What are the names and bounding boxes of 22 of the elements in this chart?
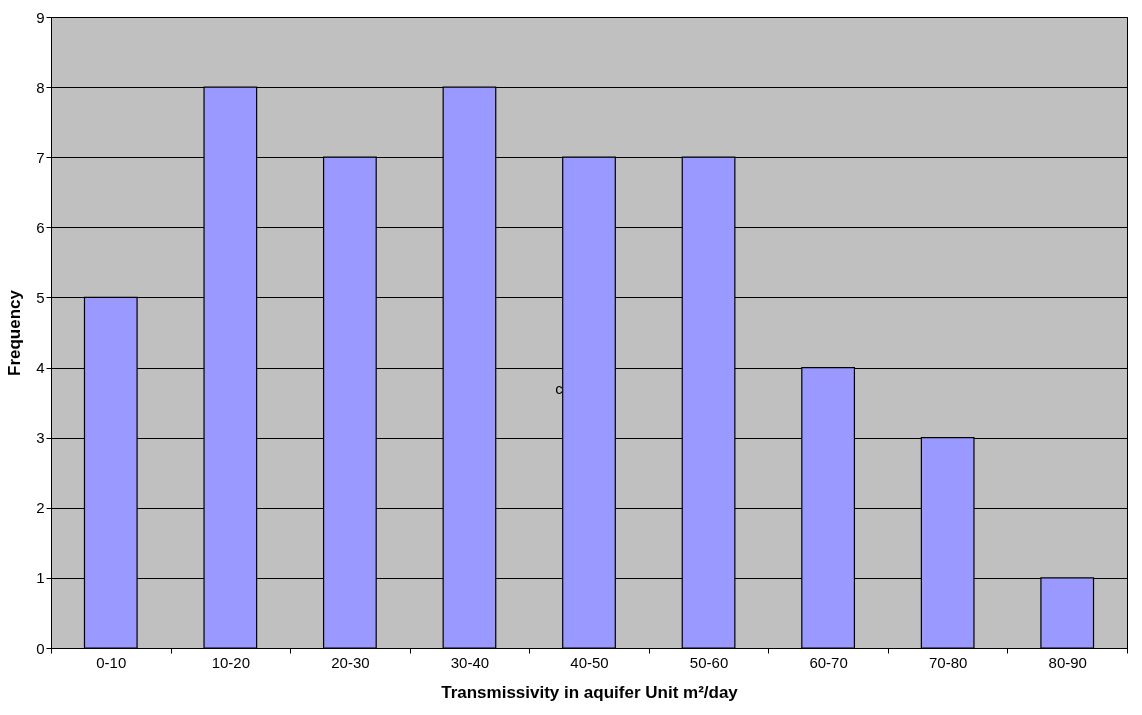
x-tick-label: 20-30 [331, 653, 370, 671]
y-axis-title: Frequency [5, 289, 25, 376]
x-axis-title: Transmissivity in aquifer Unit m²/day [441, 682, 739, 702]
y-tick-label: 3 [36, 429, 45, 447]
x-tick-label: 10-20 [211, 653, 251, 671]
x-tick-label: 30-40 [450, 653, 490, 671]
x-tick-label: 0-10 [96, 653, 127, 671]
y-tick-label: 7 [36, 148, 45, 166]
y-tick-label: 9 [36, 8, 45, 26]
x-tick-label: 40-50 [570, 653, 609, 671]
x-tick-label: 80-90 [1048, 653, 1087, 671]
y-tick-label: 8 [36, 78, 45, 96]
x-tick-label: 70-80 [928, 653, 968, 671]
y-tick-label: 1 [36, 569, 45, 587]
y-tick-label: 4 [36, 359, 45, 377]
y-tick-label: 6 [36, 218, 45, 236]
x-tick-label: 50-60 [689, 653, 729, 671]
y-tick-label: 5 [36, 288, 45, 306]
x-tick-label: 60-70 [809, 653, 848, 671]
y-tick-label: 2 [36, 499, 45, 517]
y-tick-label: 0 [36, 639, 45, 657]
annotation: c [555, 380, 564, 397]
